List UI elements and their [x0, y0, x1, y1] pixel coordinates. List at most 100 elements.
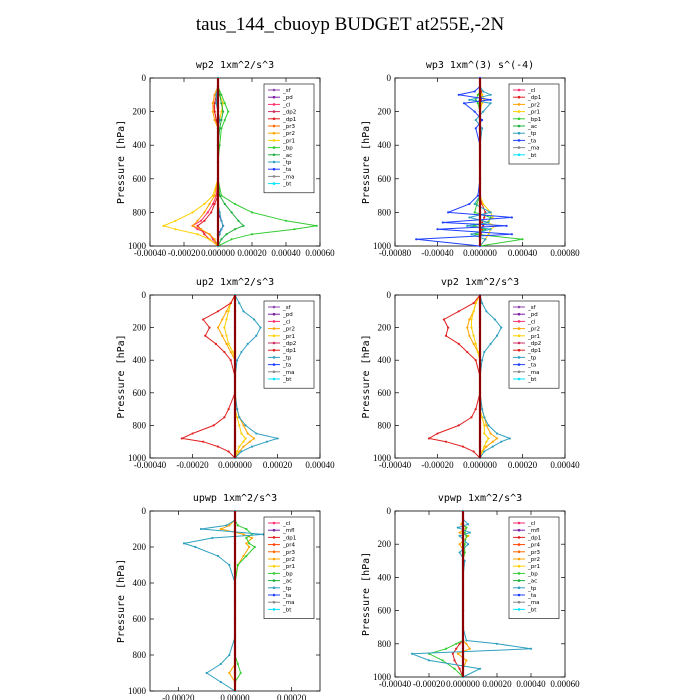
series-point-tp: [484, 238, 487, 241]
series-point-dp1: [470, 416, 473, 419]
y-tick-label: 400: [378, 140, 392, 150]
legend-marker-mfl: [517, 528, 521, 532]
x-tick-label: -0.00020: [168, 248, 201, 258]
series-point-tp: [487, 424, 490, 427]
series-point-ac: [225, 233, 228, 236]
series-point-bp1: [521, 238, 524, 241]
legend-label: _ta: [527, 593, 536, 599]
legend-marker-dp1: [517, 348, 521, 352]
series-point-tp: [465, 639, 468, 642]
series-point-bp: [453, 667, 456, 670]
legend-marker-ta: [517, 363, 521, 366]
series-point-bp: [236, 662, 239, 666]
legend-marker-pd: [517, 312, 521, 316]
legend-marker-ma: [517, 370, 521, 374]
series-point-pr2: [203, 211, 206, 214]
series-point-dp1: [427, 437, 431, 440]
main-title: taus_144_cbuoyp BUDGET at255E,-2N: [195, 14, 505, 35]
series-point-tp: [458, 551, 461, 554]
series-point-pr2: [213, 118, 216, 122]
series-point-pr2: [228, 524, 231, 527]
series-point-bp1: [476, 93, 479, 96]
legend-label: _cl: [527, 319, 536, 325]
series-point-tp: [222, 224, 225, 227]
series-point-bp: [315, 224, 318, 227]
series-point-pr1: [174, 219, 177, 222]
series-point-pr2: [468, 334, 471, 337]
legend-label: _dp1: [282, 348, 296, 354]
plot-frame: [394, 510, 566, 678]
series-point-pr2: [208, 202, 211, 206]
series-point-pr2: [229, 350, 232, 354]
y-tick-label: 0: [387, 290, 392, 300]
x-tick-label: -0.00040: [134, 460, 167, 470]
series-point-dp1: [474, 359, 477, 362]
plot-frame: [149, 77, 321, 247]
legend: _cl_mfl_dp1_pr4_pr3_pr2_pr1_bp_ac_tp_ta_…: [508, 516, 560, 619]
legend-marker-ac: [272, 579, 276, 582]
series-point-pr2: [242, 533, 245, 536]
series-point-tp: [495, 642, 499, 645]
series-point-bp: [465, 526, 468, 529]
legend-label: _cl: [527, 521, 536, 527]
legend-label: _ma: [527, 146, 539, 152]
series-point-pr2: [221, 318, 224, 321]
legend-label: _bt: [282, 377, 292, 383]
y-tick-label: 1000: [373, 672, 392, 682]
legend-label: _pr2: [282, 557, 295, 563]
x-tick-label: -0.00040: [421, 248, 454, 258]
legend-marker-pr1: [517, 110, 521, 113]
series-point-dp1: [461, 445, 465, 448]
series-point-tp: [483, 450, 486, 453]
series-point-bp: [293, 228, 296, 231]
series-point-bp: [463, 543, 466, 546]
series-point-pr1: [481, 450, 484, 453]
x-tick-label: 0.00060: [305, 248, 335, 258]
x-tick-label: 0.00020: [277, 693, 307, 700]
legend-label: _tp: [527, 586, 537, 592]
series-point-tp: [529, 647, 533, 650]
y-tick-label: 800: [133, 207, 147, 217]
series-point-tp: [220, 219, 223, 222]
panel-5: upwp 1xm^2/s^3 Pressure [hPa] 0 200 400 600 80…: [116, 493, 321, 700]
series-point-tp: [240, 350, 243, 354]
legend-marker-bt: [272, 377, 276, 381]
legend-marker-dp1: [517, 95, 521, 99]
series-point-pr2: [199, 228, 203, 231]
series-point-ta: [474, 127, 477, 130]
series-point-tp: [485, 310, 488, 313]
y-tick-label: 0: [387, 506, 392, 516]
series-point-pr1: [238, 445, 241, 448]
series-point-dp1: [451, 652, 454, 655]
series-point-ta: [505, 224, 508, 227]
legend-label: _ma: [282, 600, 294, 606]
series-point-tp: [225, 524, 228, 527]
legend-marker-sf: [272, 88, 276, 92]
series-point-dp1: [227, 450, 230, 453]
legend-box: [263, 516, 315, 619]
series-point-pr1: [236, 416, 239, 419]
series-point-pr1: [470, 318, 473, 321]
series-point-pr1: [231, 350, 234, 354]
legend-label: _tp: [282, 586, 292, 592]
legend-label: _pd: [282, 95, 293, 101]
legend-label: _cl: [282, 521, 291, 527]
series-point-pr1: [487, 233, 490, 236]
series-point-dp1: [472, 450, 475, 453]
series-point-dp1: [444, 440, 448, 443]
series-point-tp: [218, 118, 221, 122]
legend-marker-ac: [272, 153, 276, 157]
series-point-pr1: [491, 216, 494, 219]
legend-marker-pr2: [517, 103, 521, 106]
legend-label: _pr2: [282, 327, 295, 333]
series-point-tp: [250, 445, 254, 448]
legend-label: _pr4: [527, 543, 541, 549]
legend-marker-tp: [517, 131, 521, 135]
series-point-tp: [481, 359, 484, 362]
series-point-pr2: [485, 424, 488, 427]
legend-label: _pr1: [527, 334, 540, 340]
legend-marker-dp1: [272, 348, 276, 352]
series-point-bp: [236, 563, 239, 567]
legend-marker-pr4: [517, 543, 521, 546]
series-point-pr1: [222, 102, 225, 105]
